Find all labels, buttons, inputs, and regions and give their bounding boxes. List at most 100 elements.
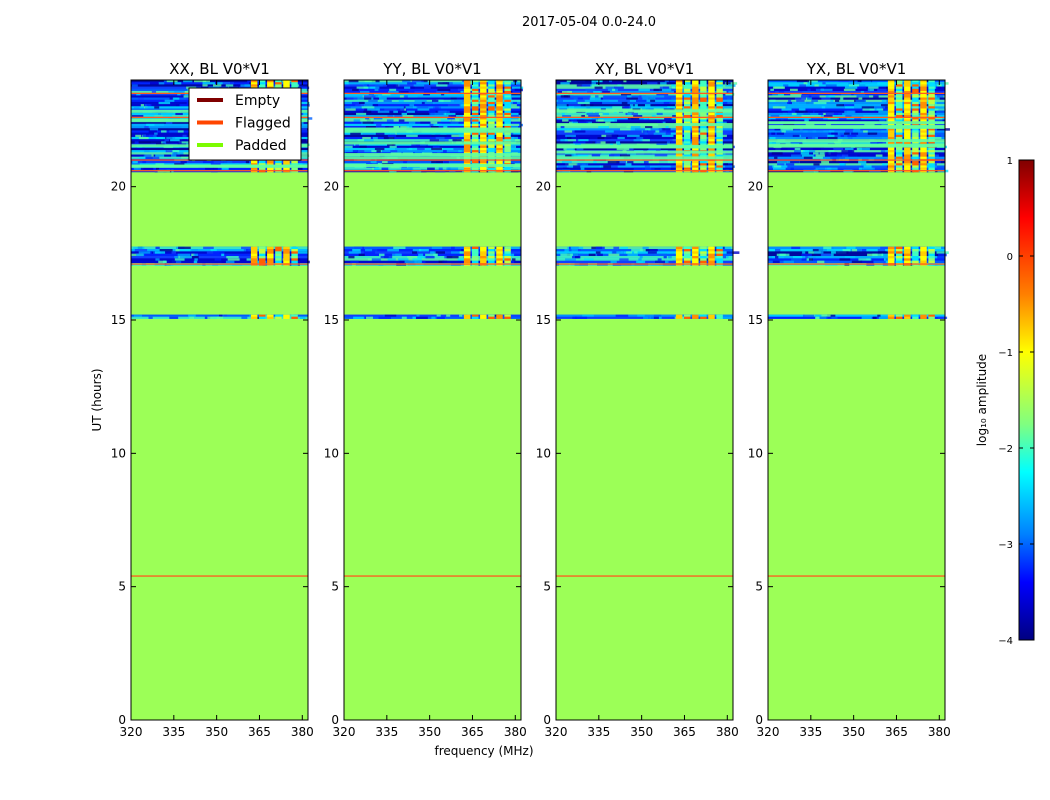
rfi-cell	[928, 165, 935, 168]
spectrum-speckle	[193, 260, 198, 264]
spectrum-row	[344, 84, 521, 87]
rfi-cell	[471, 258, 479, 261]
spectrum-speckle	[512, 101, 517, 105]
spectrum-speckle	[937, 128, 950, 131]
spectrum-speckle	[573, 165, 581, 168]
spectrum-speckle	[936, 110, 945, 114]
spectrum-speckle	[378, 316, 392, 319]
rfi-cell	[488, 106, 495, 109]
panel-frame	[555, 79, 734, 721]
spectrum-speckle	[142, 161, 147, 164]
rfi-cell	[895, 82, 903, 85]
spectrum-speckle	[418, 253, 424, 257]
spectrum-speckle	[650, 316, 654, 319]
rfi-cell	[928, 163, 935, 166]
spectrum-speckle	[865, 82, 872, 85]
rfi-cell	[895, 258, 903, 261]
flag-line	[768, 92, 945, 95]
spectrum-speckle	[695, 147, 704, 151]
spectrum-speckle	[227, 258, 240, 261]
rfi-cell	[912, 104, 919, 107]
rfi-cell	[675, 253, 683, 257]
colorbar-label: log₁₀ amplitude	[975, 354, 989, 446]
rfi-cell	[692, 134, 699, 138]
spectrum-speckle	[151, 156, 160, 160]
rfi-cell	[692, 147, 699, 151]
spectrum-speckle	[725, 84, 736, 87]
rfi-cell	[283, 249, 290, 252]
rfi-cell	[928, 80, 935, 83]
rfi-cell	[887, 93, 895, 96]
rfi-cell	[291, 256, 298, 259]
rfi-cell	[920, 314, 927, 317]
spectrum-speckle	[567, 128, 581, 131]
spectrum-speckle	[723, 246, 732, 250]
spectrum-speckle	[882, 141, 891, 144]
rfi-cell	[716, 82, 723, 85]
rfi-cell	[258, 258, 266, 261]
spectrum-speckle	[790, 141, 803, 144]
spectrum-speckle	[168, 90, 177, 94]
rfi-cell	[912, 86, 919, 90]
rfi-cell	[258, 246, 266, 250]
spectrum-speckle	[774, 128, 784, 131]
spectrum-speckle	[133, 167, 144, 171]
spectrum-speckle	[560, 95, 569, 98]
spectrum-speckle	[704, 132, 711, 136]
spectrum-speckle	[909, 119, 915, 122]
spectrum-speckle	[372, 249, 385, 252]
spectrum-speckle	[598, 126, 610, 129]
rfi-cell	[675, 132, 683, 136]
rfi-cell	[291, 161, 298, 164]
rfi-cell	[463, 108, 471, 111]
spectrum-speckle	[183, 80, 193, 83]
panel-frame	[343, 79, 522, 721]
rfi-cell	[700, 126, 707, 129]
spectrum-speckle	[382, 161, 388, 164]
rfi-cell	[258, 260, 266, 264]
y-tick-label: 15	[111, 313, 126, 327]
spectrum-speckle	[134, 249, 148, 252]
spectrum-speckle	[651, 95, 665, 98]
spectrum-speckle	[821, 161, 830, 164]
spectrum-speckle	[777, 161, 789, 164]
rfi-cell	[471, 256, 479, 259]
spectrum-speckle	[154, 132, 158, 136]
spectrum-speckle	[839, 163, 845, 166]
spectrum-speckle	[411, 80, 424, 83]
spectrum-speckle	[451, 134, 464, 138]
spectrum-speckle	[387, 143, 395, 147]
spectrum-speckle	[499, 119, 509, 122]
colorbar-gradient	[1018, 159, 1035, 641]
spectrum-speckle	[844, 132, 850, 136]
rfi-cell	[887, 136, 895, 140]
rfi-cell	[692, 161, 699, 164]
rfi-cell	[683, 90, 691, 94]
rfi-cell	[463, 139, 471, 142]
spectrum-speckle	[695, 115, 705, 118]
spectrum-speckle	[256, 316, 261, 319]
rfi-cell	[683, 121, 691, 125]
rfi-cell	[708, 165, 715, 168]
spectrum-speckle	[400, 126, 410, 129]
rfi-cell	[683, 141, 691, 144]
spectrum-speckle	[182, 139, 187, 142]
spectrum-speckle	[143, 154, 152, 157]
spectrum-speckle	[617, 99, 630, 103]
flag-line	[768, 159, 945, 161]
spectrum-speckle	[877, 314, 881, 317]
spectrum-speckle	[135, 147, 145, 151]
rfi-cell	[708, 132, 715, 136]
rfi-cell	[887, 258, 895, 261]
rfi-cell	[480, 249, 487, 252]
flag-line	[556, 263, 733, 265]
spectrum-speckle	[430, 121, 438, 125]
data-band	[344, 246, 521, 266]
rfi-cell	[471, 95, 479, 98]
spectrum-speckle	[831, 251, 840, 254]
spectrum-speckle	[438, 260, 445, 264]
spectrum-speckle	[861, 80, 872, 83]
rfi-cell	[480, 143, 487, 147]
spectrum-speckle	[595, 246, 605, 250]
spectrum-speckle	[801, 95, 812, 98]
